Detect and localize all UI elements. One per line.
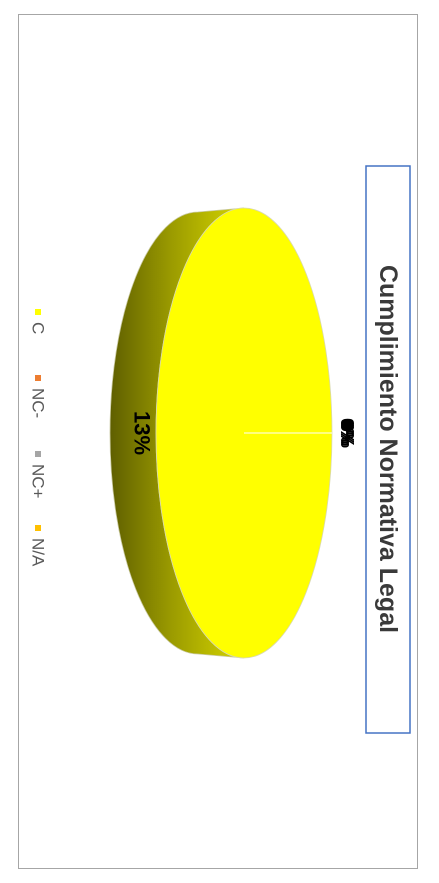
pie-slices: [155, 207, 333, 659]
legend: C NC- NC+ N/A: [29, 309, 48, 567]
data-labels: 13% 0%0%0%: [130, 411, 358, 455]
legend-swatch-na: [35, 525, 41, 531]
data-label-na: 0%: [337, 422, 357, 448]
legend-label-c: C: [29, 322, 48, 334]
data-label-nc: 0%: [337, 418, 357, 444]
data-label-nc: 0%: [337, 420, 357, 446]
legend-label-nc: NC-: [29, 388, 48, 418]
legend-swatch-c: [35, 309, 41, 315]
title-box: [365, 165, 411, 734]
legend-swatch-nc: [35, 451, 41, 457]
legend-label-na: N/A: [29, 538, 48, 567]
chart-title: Cumplimiento Normativa Legal: [374, 265, 402, 633]
data-label-c: 13%: [130, 411, 155, 455]
legend-swatch-nc: [35, 375, 41, 381]
legend-label-nc: NC+: [29, 464, 48, 499]
